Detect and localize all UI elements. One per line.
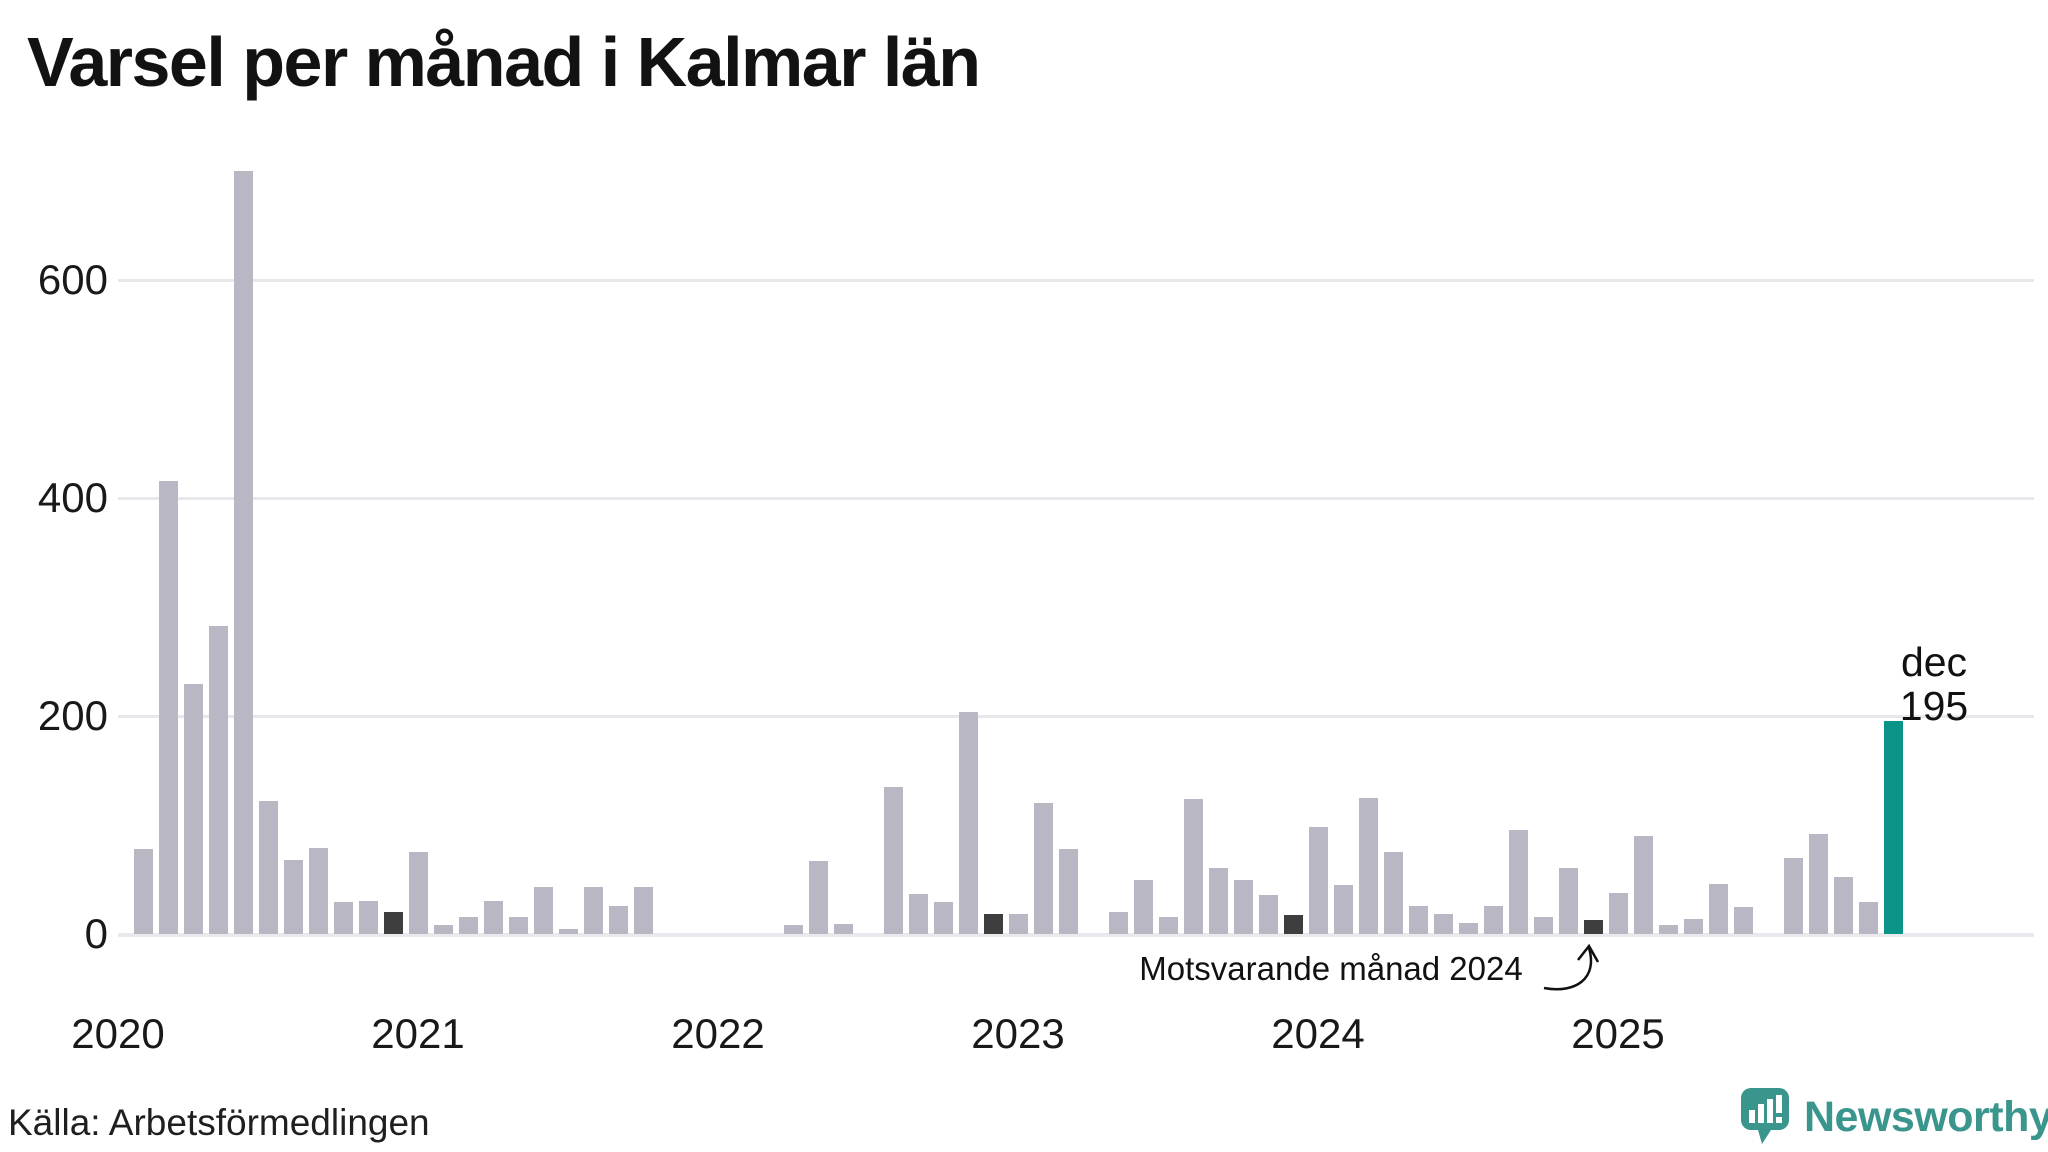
x-axis-label-2022: 2022 <box>671 1010 765 1057</box>
x-axis-label-2024: 2024 <box>1271 1010 1365 1057</box>
bar-2023-06 <box>1133 879 1153 934</box>
bar-2025-09 <box>1808 833 1828 934</box>
y-tick-label-400: 400 <box>37 474 108 521</box>
bar-2022-12 <box>983 914 1003 934</box>
bar-2025-10 <box>1833 877 1853 934</box>
bar-2023-03 <box>1058 848 1078 934</box>
x-axis-label-2023: 2023 <box>971 1010 1065 1057</box>
bar-2021-06 <box>533 887 553 934</box>
bar-2023-08 <box>1183 798 1203 934</box>
bar-2025-06 <box>1733 906 1753 934</box>
annotation-label: Motsvarande månad 2024 <box>1139 950 1523 987</box>
bar-2022-09 <box>908 893 928 934</box>
bar-2022-06 <box>833 924 853 934</box>
bar-2021-03 <box>458 916 478 934</box>
bar-2020-09 <box>308 847 328 934</box>
highlight-label-value: 195 <box>1899 683 1969 729</box>
bar-2023-11 <box>1258 894 1278 934</box>
bar-2024-10 <box>1533 916 1553 934</box>
bar-2023-02 <box>1033 803 1053 934</box>
bar-2020-12 <box>383 912 403 934</box>
bar-2020-02 <box>133 848 153 934</box>
bar-2020-07 <box>258 801 278 934</box>
y-tick-label-0: 0 <box>84 910 108 957</box>
bar-2025-08 <box>1783 857 1803 934</box>
bar-2024-04 <box>1383 852 1403 934</box>
x-axis-label-2020: 2020 <box>71 1010 165 1057</box>
bar-2024-03 <box>1358 797 1378 934</box>
page-title: Varsel per månad i Kalmar län <box>27 23 981 101</box>
bar-2024-09 <box>1508 830 1528 934</box>
y-tick-label-200: 200 <box>37 692 108 739</box>
bar-2021-08 <box>583 887 603 934</box>
bar-2023-01 <box>1008 914 1028 934</box>
bar-2020-04 <box>183 684 203 934</box>
bar-2021-05 <box>508 916 528 934</box>
newsworthy-logo-icon <box>1741 1088 1789 1144</box>
bar-2024-05 <box>1408 905 1428 934</box>
bar-2021-01 <box>408 852 428 934</box>
bar-2025-11 <box>1858 902 1878 934</box>
bar-2024-12 <box>1583 919 1603 934</box>
highlight-label-month: dec <box>1900 639 1968 685</box>
gridline-0 <box>118 932 2034 937</box>
bar-2021-10 <box>633 887 653 934</box>
bar-2025-12 <box>1883 721 1903 934</box>
bar-2022-04 <box>783 925 803 934</box>
gridline-600 <box>118 278 2034 282</box>
bar-2022-05 <box>808 860 828 934</box>
gridline-200 <box>118 714 2034 718</box>
bar-2024-11 <box>1558 867 1578 934</box>
source-note: Källa: Arbetsförmedlingen <box>8 1102 430 1143</box>
bar-2022-10 <box>933 902 953 934</box>
bar-2020-03 <box>158 480 178 934</box>
bar-2021-09 <box>608 905 628 934</box>
bar-2020-08 <box>283 859 303 934</box>
bar-2020-10 <box>333 902 353 934</box>
bar-2023-12 <box>1283 915 1303 934</box>
bar-2022-08 <box>883 786 903 934</box>
bar-2021-04 <box>483 901 503 934</box>
x-axis-label-2021: 2021 <box>371 1010 465 1057</box>
bar-2021-02 <box>433 925 453 934</box>
newsworthy-logo-text: Newsworthy <box>1804 1092 2048 1141</box>
bar-2023-09 <box>1208 867 1228 934</box>
newsworthy-logo: Newsworthy <box>1741 1088 2048 1146</box>
bar-2022-11 <box>958 711 978 934</box>
x-axis-label-2025: 2025 <box>1571 1010 1665 1057</box>
highlight-label: dec 195 <box>1900 640 1968 728</box>
bar-2021-07 <box>558 928 578 934</box>
bar-2023-10 <box>1233 879 1253 934</box>
bar-2024-02 <box>1333 884 1353 934</box>
bar-2025-02 <box>1633 835 1653 934</box>
bar-2020-05 <box>208 625 228 934</box>
gridline-400 <box>118 496 2034 500</box>
y-tick-label-600: 600 <box>37 256 108 303</box>
bar-2025-03 <box>1658 925 1678 934</box>
bar-2025-04 <box>1683 918 1703 934</box>
bar-2025-01 <box>1608 892 1628 934</box>
bar-2025-05 <box>1708 883 1728 934</box>
bar-2023-05 <box>1108 912 1128 934</box>
bar-2024-06 <box>1433 914 1453 934</box>
bar-2020-06 <box>233 171 253 934</box>
bar-2024-01 <box>1308 827 1328 934</box>
bar-2023-07 <box>1158 916 1178 934</box>
bar-2024-07 <box>1458 923 1478 934</box>
bar-2020-11 <box>358 901 378 934</box>
bar-2024-08 <box>1483 905 1503 934</box>
